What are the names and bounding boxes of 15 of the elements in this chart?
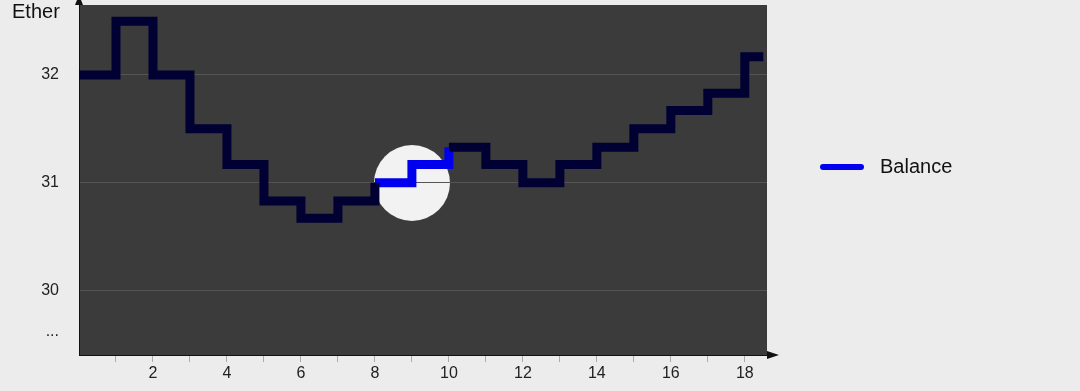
x-tick-label: 4 <box>222 364 232 382</box>
x-tick-label: 10 <box>439 364 458 382</box>
x-tick-label: 2 <box>148 364 158 382</box>
y-axis-title: Ether <box>12 0 60 23</box>
x-tick-label: 8 <box>370 364 380 382</box>
x-tick-label: 14 <box>587 364 606 382</box>
y-tick-label: 31 <box>41 173 60 191</box>
x-tick-label: 12 <box>513 364 532 382</box>
legend-label: Balance <box>880 155 953 178</box>
x-tick-label: 18 <box>735 364 754 382</box>
x-tick-label: 16 <box>661 364 680 382</box>
x-tick-label: 6 <box>296 364 306 382</box>
y-tick-label: 32 <box>41 65 60 83</box>
y-tick-label: ... <box>45 321 59 339</box>
y-tick-label: 30 <box>41 280 60 298</box>
